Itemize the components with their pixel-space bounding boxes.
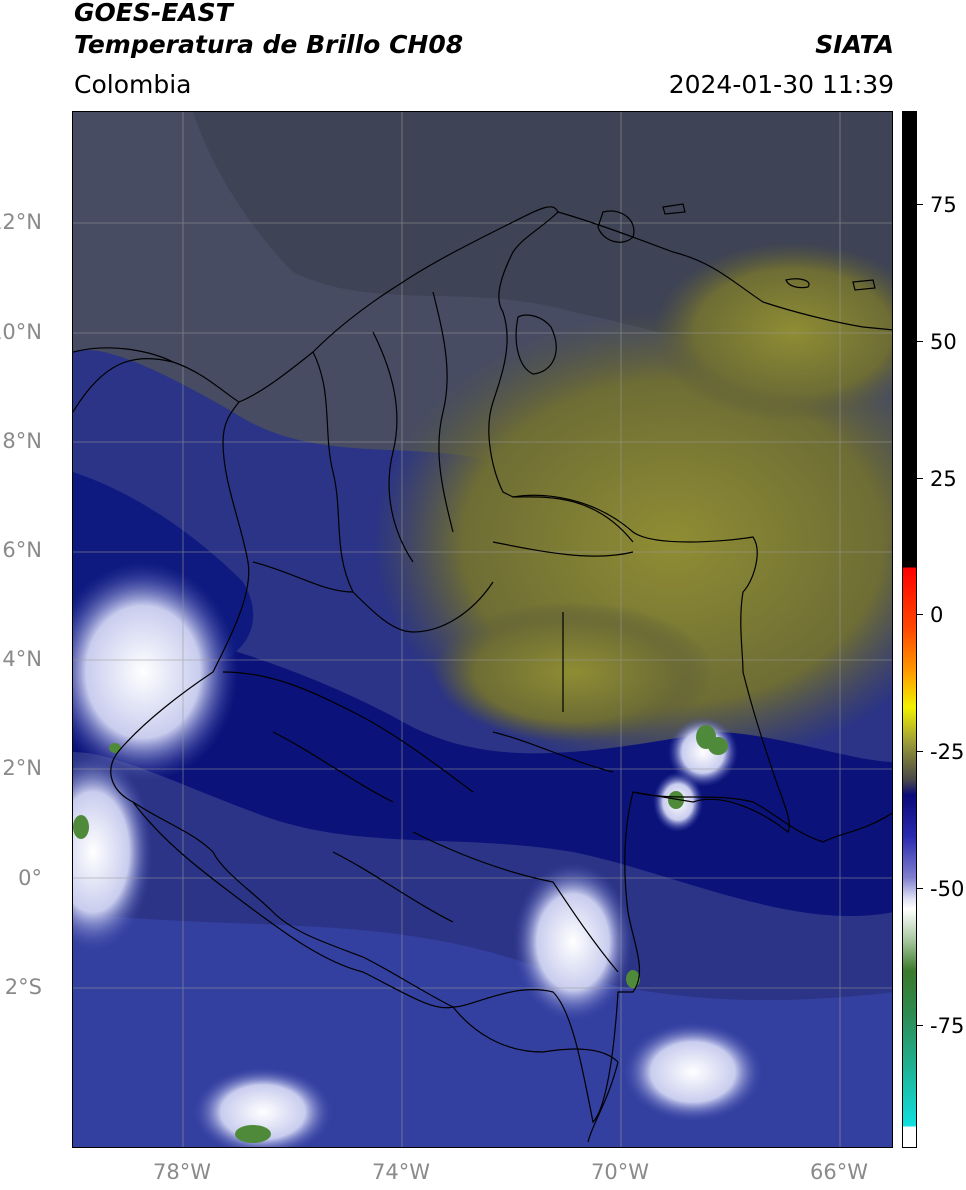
lat-label-4N: 4°N [2,647,42,671]
colorbar-label-minus25: -25 [930,740,965,764]
cold-core-2 [708,737,728,755]
colorbar-tick-50 [917,341,923,342]
lon-label-66W: 66°W [810,1160,868,1184]
colorbar-tick-75 [917,204,923,205]
colorbar-tick-0 [917,614,923,615]
lat-label-6N: 6°N [2,538,42,562]
colorbar-fill [903,112,916,1147]
lat-label-2N: 2°N [2,756,42,780]
colorbar-tick-minus75 [917,1025,923,1026]
cold-core-4 [73,815,89,839]
colorbar [902,111,917,1148]
lon-label-78W: 78°W [153,1160,211,1184]
convective-cell-1 [668,717,738,787]
colorbar-label-minus75: -75 [930,1014,965,1038]
brand-label: SIATA [815,30,894,59]
satellite-title: GOES-EAST [74,0,233,27]
satellite-map[interactable] [72,111,893,1148]
colorbar-label-0: 0 [930,603,944,627]
datetime-label: 2024-01-30 11:39 [668,70,894,99]
colorbar-label-50: 50 [930,330,957,354]
cold-core-5 [109,743,121,753]
colorbar-tick-minus50 [917,888,923,889]
warm-region-north [653,242,892,422]
colorbar-label-75: 75 [930,193,957,217]
colorbar-gradient [903,112,916,1147]
cold-core-6 [626,970,640,988]
convective-cloud-west [73,562,238,782]
cold-core-7 [235,1125,271,1143]
convective-cloud-southwest [193,1067,333,1147]
warm-region-south [433,602,713,742]
gridlines [73,112,892,1147]
colorbar-tick-minus25 [917,751,923,752]
product-title: Temperatura de Brillo CH08 [74,30,464,59]
lat-label-10N: 10°N [0,320,42,344]
lat-label-8N: 8°N [2,429,42,453]
map-canvas [73,112,892,1147]
boundaries [73,203,892,1143]
colorbar-tick-25 [917,478,923,479]
convective-cloud-amazon [513,862,633,1022]
colorbar-label-minus50: -50 [930,877,965,901]
cold-core-3 [668,791,684,809]
lon-label-70W: 70°W [591,1160,649,1184]
convective-cloud-south [623,1022,763,1122]
cold-band [73,612,892,916]
region-label: Colombia [74,70,192,99]
lat-label-0: 0° [18,866,42,890]
lon-label-74W: 74°W [372,1160,430,1184]
colorbar-label-25: 25 [930,467,957,491]
lat-label-2S: 2°S [4,975,42,999]
lat-label-12N: 12°N [0,210,42,234]
